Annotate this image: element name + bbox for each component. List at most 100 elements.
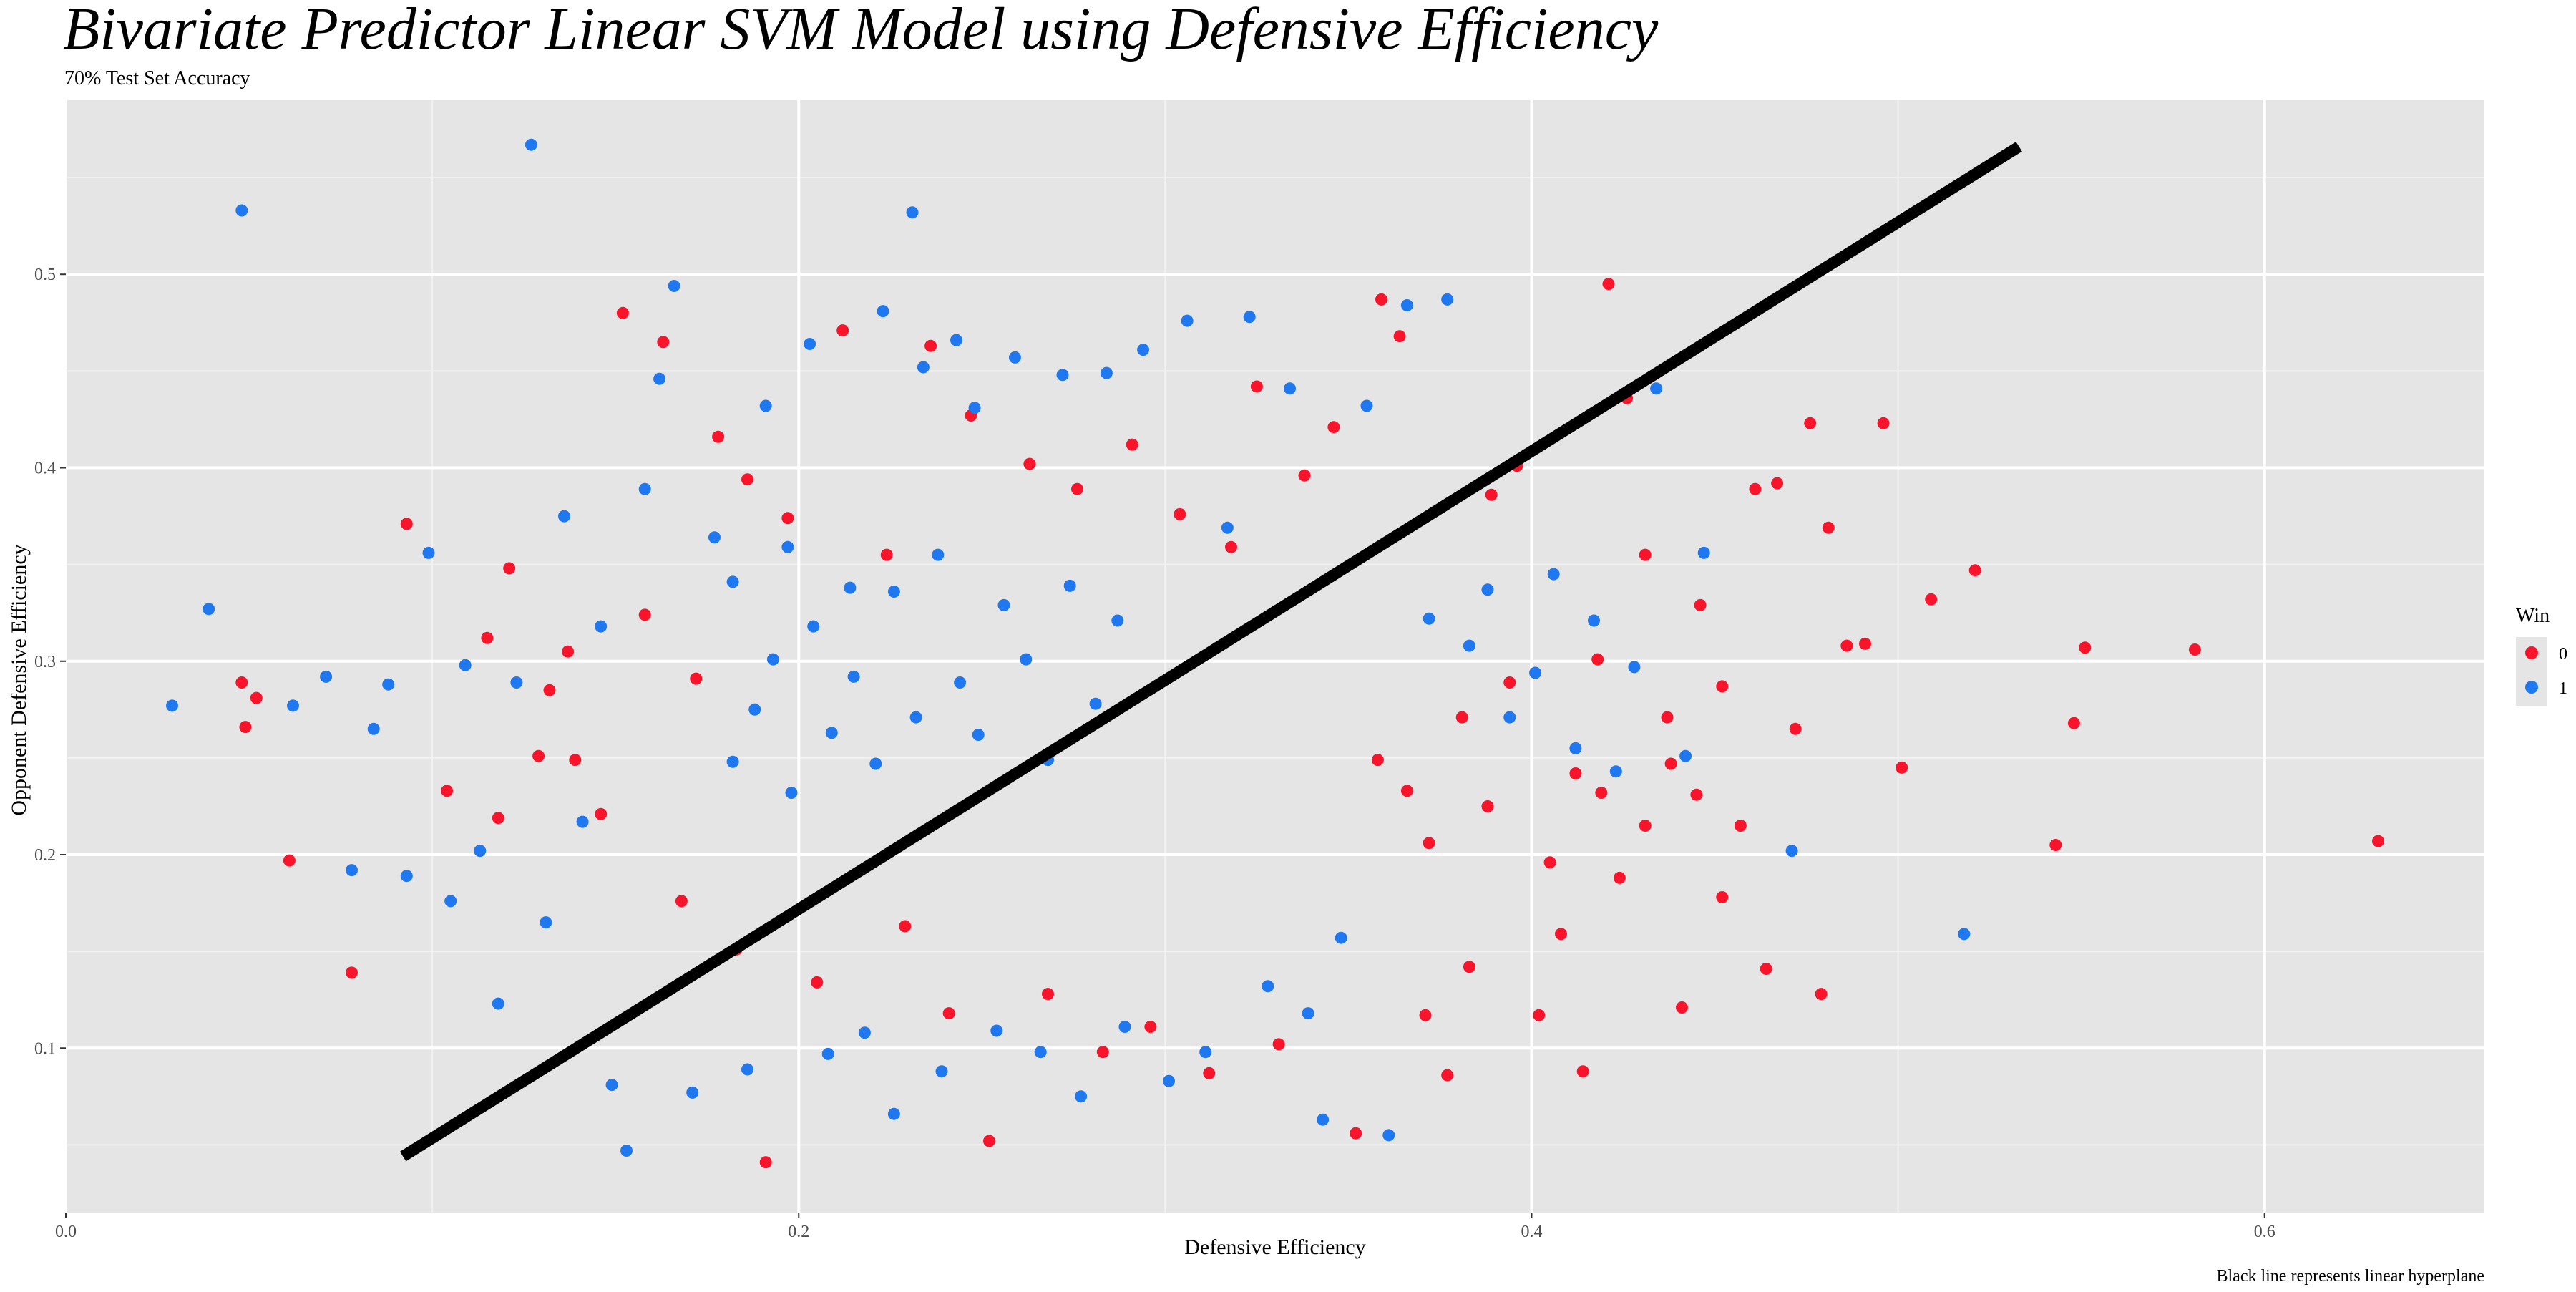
point-win-0 [1071, 482, 1083, 495]
legend-label-0: 0 [2559, 645, 2567, 664]
point-win-1 [1335, 931, 1347, 944]
point-win-1 [166, 699, 178, 712]
point-win-1 [422, 546, 435, 559]
point-win-1 [804, 338, 816, 350]
point-win-0 [1613, 871, 1626, 884]
axis-ticks [60, 273, 2265, 1218]
point-win-0 [1555, 928, 1567, 941]
point-win-0 [1690, 788, 1703, 801]
point-win-1 [459, 659, 472, 671]
point-win-1 [1697, 546, 1710, 559]
point-win-1 [1100, 366, 1113, 379]
chart-subtitle: 70% Test Set Accuracy [64, 67, 250, 89]
point-win-0 [741, 473, 753, 486]
point-win-0 [2067, 717, 2080, 729]
point-win-1 [400, 870, 413, 883]
point-win-0 [616, 306, 629, 319]
point-win-0 [1925, 593, 1938, 606]
point-win-1 [474, 845, 487, 858]
x-tick-label: 0.6 [2254, 1223, 2275, 1241]
point-win-1 [320, 670, 333, 683]
point-win-0 [346, 966, 358, 979]
point-win-1 [825, 727, 838, 739]
point-win-1 [1463, 639, 1475, 652]
point-win-1 [1628, 661, 1641, 674]
point-win-1 [950, 334, 962, 346]
legend-key-1 [2525, 681, 2538, 694]
point-win-0 [1760, 963, 1772, 975]
point-win-0 [1298, 469, 1311, 482]
point-win-1 [917, 361, 930, 374]
point-win-1 [1284, 382, 1296, 395]
point-win-0 [532, 749, 545, 762]
point-win-1 [668, 280, 680, 292]
point-win-1 [1063, 579, 1076, 592]
point-win-0 [1400, 785, 1413, 797]
point-win-1 [1441, 293, 1454, 306]
point-win-1 [510, 676, 523, 689]
point-win-0 [2188, 643, 2201, 656]
point-win-0 [675, 895, 688, 908]
point-win-0 [1350, 1127, 1362, 1140]
point-win-0 [924, 339, 937, 352]
legend-label-1: 1 [2559, 679, 2567, 698]
point-win-1 [935, 1065, 948, 1078]
point-win-0 [712, 430, 725, 443]
point-win-1 [653, 372, 666, 385]
point-win-0 [1569, 767, 1582, 779]
point-win-0 [899, 920, 912, 933]
point-win-1 [1547, 568, 1560, 581]
chart-title: Bivariate Predictor Linear SVM Model usi… [63, 0, 1659, 62]
point-win-0 [1676, 1001, 1688, 1014]
point-win-0 [638, 608, 651, 621]
point-win-1 [595, 620, 608, 633]
point-win-0 [1896, 761, 1908, 774]
point-win-1 [1503, 711, 1516, 724]
point-win-0 [1840, 639, 1853, 652]
point-win-0 [543, 684, 556, 696]
point-win-1 [1199, 1046, 1212, 1059]
point-win-1 [686, 1086, 699, 1099]
point-win-1 [990, 1024, 1003, 1037]
point-win-0 [1455, 711, 1468, 724]
point-win-1 [1181, 314, 1194, 327]
point-win-0 [1639, 548, 1652, 561]
point-win-0 [1716, 891, 1729, 903]
point-win-0 [1602, 278, 1615, 291]
point-win-1 [741, 1063, 753, 1076]
point-win-1 [576, 815, 589, 828]
point-win-1 [726, 755, 739, 768]
point-win-1 [1008, 351, 1021, 364]
legend: Win 0 1 [2516, 605, 2567, 706]
point-win-0 [983, 1135, 995, 1147]
x-tick-label: 0.4 [1521, 1223, 1542, 1241]
point-win-0 [1225, 540, 1237, 553]
point-win-1 [620, 1145, 633, 1157]
hyperplane-line [399, 142, 2022, 1162]
point-win-1 [1785, 845, 1798, 858]
point-win-0 [1441, 1069, 1454, 1082]
point-win-1 [1137, 344, 1150, 356]
point-win-1 [766, 653, 779, 666]
point-win-0 [441, 785, 454, 797]
point-win-0 [1664, 757, 1677, 770]
point-win-1 [1609, 765, 1622, 778]
x-tick-label: 0.2 [788, 1223, 809, 1241]
point-win-1 [1075, 1090, 1088, 1103]
point-win-1 [909, 711, 922, 724]
point-win-1 [1481, 583, 1494, 596]
x-tick-label: 0.0 [55, 1223, 77, 1241]
point-win-0 [1096, 1046, 1109, 1059]
point-win-1 [877, 305, 889, 318]
point-win-0 [1576, 1065, 1589, 1078]
point-win-1 [605, 1079, 618, 1092]
point-win-0 [562, 645, 575, 658]
point-win-0 [1023, 457, 1036, 470]
point-win-0 [880, 548, 893, 561]
point-win-0 [1327, 421, 1340, 434]
point-win-1 [1588, 614, 1600, 627]
point-win-0 [942, 1007, 955, 1020]
y-tick-label: 0.1 [34, 1039, 56, 1058]
point-win-0 [492, 812, 504, 825]
point-win-0 [1815, 988, 1828, 1001]
